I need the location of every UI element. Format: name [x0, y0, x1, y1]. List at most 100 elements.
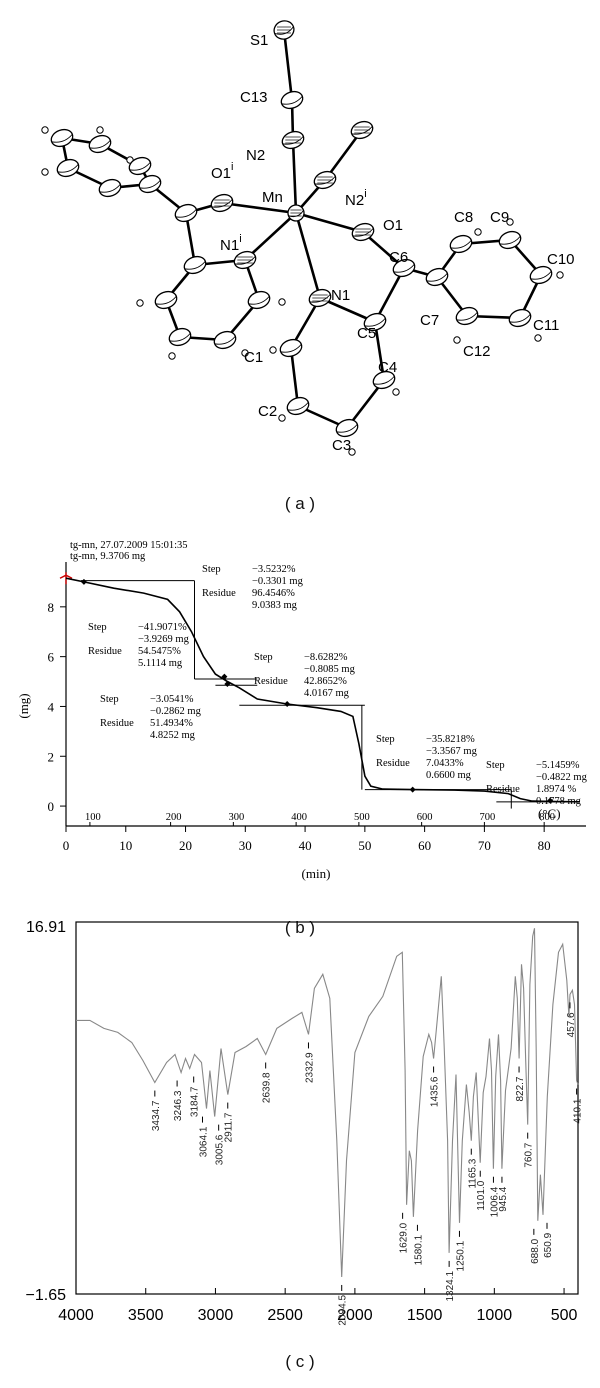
step-mass: −0.3301 mg	[252, 576, 304, 587]
bond-C5-C4	[373, 320, 386, 382]
ir-peak-label: 1435.6	[430, 1066, 441, 1107]
bond-N2-Mn	[291, 138, 298, 215]
residue-mass: 0.1778 mg	[536, 796, 582, 807]
peak-wavenumber: 822.7	[515, 1076, 526, 1101]
residue-mass: 0.6600 mg	[426, 770, 472, 781]
residue-percent: 51.4934%	[150, 718, 193, 729]
peak-wavenumber: 1629.0	[399, 1222, 410, 1253]
bond-Mn-N1	[294, 211, 322, 300]
ir-peak-label: 1101.0	[476, 1170, 487, 1211]
step-label: Step	[88, 622, 107, 633]
residue-mass: 4.8252 mg	[150, 730, 196, 741]
step-label: Step	[202, 564, 221, 575]
tg-annotations: Step −3.5232%−0.3301 mg Residue 96.4546%9.0…	[88, 564, 588, 807]
atom-ellipsoid	[280, 90, 304, 110]
atom-ellipsoid	[425, 267, 449, 287]
tg-temp-tick-label: 600	[417, 812, 433, 823]
ir-peak-label: 3246.3	[173, 1080, 184, 1121]
step-percent: −3.5232%	[252, 564, 296, 575]
atom-label-c12: C12	[463, 343, 491, 360]
peak-wavenumber: 1101.0	[476, 1180, 487, 1210]
ir-x-tick-label: 500	[551, 1307, 578, 1324]
atom-label-n1: N1	[331, 287, 350, 304]
crystal-structure-panel: S1 C13 N2 O1i Mn N2i N1i O1 C6 C8 C9 C10 N1 C5 C7 C11 C1…	[0, 0, 600, 513]
atom-label-c1: C1	[244, 349, 263, 366]
peak-wavenumber: 2332.9	[304, 1052, 315, 1083]
ir-peak-label: 688.0	[530, 1228, 541, 1264]
atom-ellipsoid	[508, 308, 532, 328]
tg-step-annotation: Step −3.0541%−0.2862 mg Residue 51.4934%4.8…	[100, 694, 202, 741]
atom-ellipsoid	[351, 222, 375, 242]
step-mass: −3.3567 mg	[426, 746, 478, 757]
ir-spectrum-line	[76, 928, 579, 1278]
atom-ellipsoid	[286, 396, 310, 416]
bond-Ci6-Ci5	[184, 211, 197, 267]
atom-label-mn: Mn	[262, 189, 283, 206]
atom-label-c2: C2	[258, 403, 277, 420]
atom-ellipsoid	[98, 178, 122, 198]
atom-ellipsoid	[313, 170, 337, 190]
tg-step-annotation: Step −8.6282%−0.8085 mg Residue 42.8652%4.0…	[254, 652, 356, 699]
ir-peak-label: 410.1	[573, 1088, 584, 1124]
peak-wavenumber: 760.7	[524, 1142, 535, 1167]
hydrogen-atom	[506, 218, 514, 226]
ir-peak-label: 3184.7	[190, 1076, 201, 1117]
tg-temp-tick-label: 200	[166, 812, 182, 823]
residue-percent: 42.8652%	[304, 676, 347, 687]
tg-point-marker	[224, 681, 231, 688]
tg-y-tick-label: 4	[48, 699, 55, 714]
tg-step-annotation: Step −35.8218%−3.3567 mg Residue 7.0433%0.6…	[376, 734, 478, 781]
peak-wavenumber: 1165.3	[467, 1158, 478, 1188]
step-percent: −8.6282%	[304, 652, 348, 663]
tg-x-tick-label: 50	[358, 838, 371, 853]
residue-mass: 5.1114 mg	[138, 658, 183, 669]
atom-ellipsoid	[350, 120, 374, 140]
residue-percent: 1.8974 %	[536, 784, 577, 795]
hydrogen-atom	[278, 414, 286, 422]
atom-ellipsoid	[247, 290, 271, 310]
step-percent: −41.9071%	[138, 622, 187, 633]
residue-label: Residue	[100, 718, 134, 729]
atom-label-c9: C9	[490, 209, 509, 226]
tg-y-axis-label: (mg)	[16, 693, 31, 718]
atom-label-c8: C8	[454, 209, 473, 226]
atom-label-o1: O1	[383, 217, 403, 234]
ir-peak-label: 1165.3	[467, 1148, 478, 1189]
atom-ellipsoid	[273, 20, 295, 40]
ir-peak-label: 760.7	[524, 1132, 535, 1168]
tg-y-tick-label: 8	[48, 600, 55, 615]
atom-ellipsoid	[281, 130, 305, 150]
step-label: Step	[254, 652, 273, 663]
caption-a: ( a )	[284, 494, 316, 513]
ir-peak-label: 822.7	[515, 1066, 526, 1102]
tg-x-tick-label: 30	[239, 838, 252, 853]
tg-temp-tick-label: 500	[354, 812, 370, 823]
hydrogen-atom	[41, 168, 49, 176]
hydrogen-atom	[168, 352, 176, 360]
peak-wavenumber: 2094.5	[338, 1295, 349, 1326]
atom-ellipsoid	[210, 193, 234, 213]
molecule-bonds	[60, 28, 543, 430]
ir-peak-label: 457.6	[566, 1002, 577, 1037]
tg-step-annotation: Step −41.9071%−3.9269 mg Residue 54.5475%5.…	[88, 622, 190, 669]
ortep-molecule-drawing: S1 C13 N2 O1i Mn N2i N1i O1 C6 C8 C9 C10 N1 C5 C7 C11 C1…	[41, 20, 575, 456]
tg-temp-unit-label: (°C)	[538, 806, 561, 821]
tg-x-tick-label: 70	[478, 838, 491, 853]
step-mass: −0.8085 mg	[304, 664, 356, 675]
peak-wavenumber: 2911.7	[224, 1112, 235, 1142]
tg-chart-panel: 0 2 4 6 8 0 10 20 30 40 50 60 70 80 100 200 300 400 500 600…	[0, 532, 600, 937]
ir-peak-label: 1250.1	[455, 1230, 466, 1271]
ir-x-tick-label: 2000	[337, 1307, 373, 1324]
tg-step-annotation: Step −3.5232%−0.3301 mg Residue 96.4546%9.0…	[202, 564, 304, 611]
residue-label: Residue	[486, 784, 520, 795]
atom-ellipsoid	[363, 312, 387, 332]
hydrogen-atom	[474, 228, 482, 236]
peak-wavenumber: 3064.1	[199, 1126, 210, 1157]
atom-ellipsoid	[154, 290, 178, 310]
peak-wavenumber: 1580.1	[413, 1234, 424, 1265]
atom-label-c6: C6	[389, 249, 408, 266]
atom-ellipsoid	[128, 156, 152, 176]
molecule-atom-labels: S1 C13 N2 O1i Mn N2i N1i O1 C6 C8 C9 C10 N1 C5 C7 C11 C1…	[211, 32, 575, 454]
ir-x-tick-label: 3500	[128, 1307, 164, 1324]
